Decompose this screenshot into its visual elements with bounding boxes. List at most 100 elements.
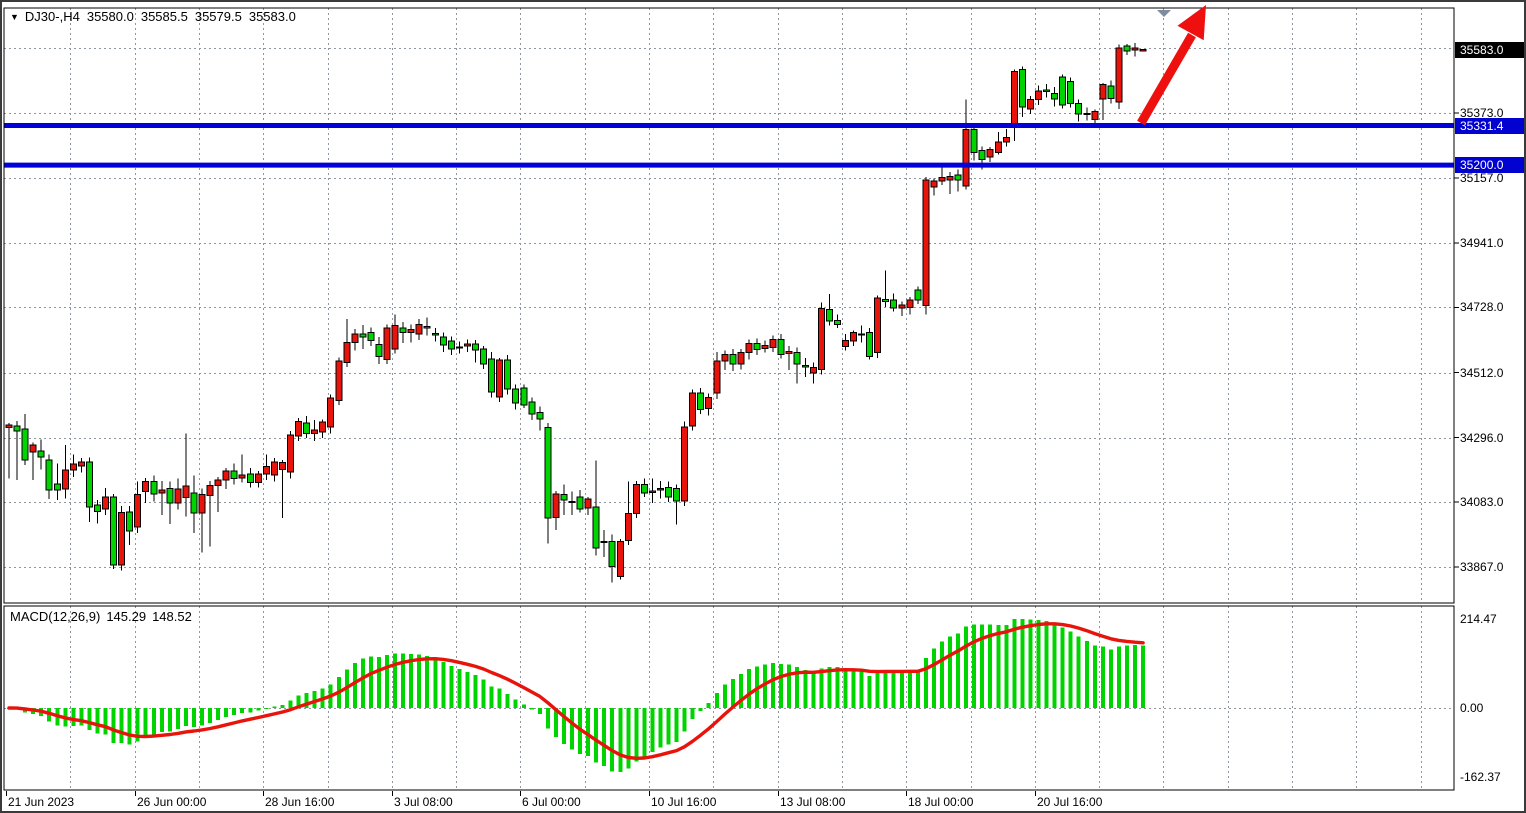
candle-body <box>1123 45 1131 52</box>
macd-histogram-bar <box>948 636 953 708</box>
macd-histogram-bar <box>843 668 848 708</box>
macd-histogram-bar <box>674 708 679 743</box>
candle-body <box>592 506 600 549</box>
current-price-badge: 35583.0 <box>1455 42 1524 58</box>
candle-body <box>729 353 737 365</box>
candle-body <box>938 177 946 182</box>
candle-body <box>29 444 37 453</box>
candle-body <box>1018 69 1026 108</box>
candle-body <box>737 352 745 365</box>
candle-body <box>1002 136 1010 143</box>
price-tick-label: 34083.0 <box>1460 495 1504 509</box>
macd-histogram-bar <box>481 679 486 708</box>
trend-arrow-shaft[interactable] <box>1137 32 1196 126</box>
macd-histogram-bar <box>811 672 816 708</box>
macd-histogram-bar <box>1141 645 1146 708</box>
candle-body <box>882 298 890 302</box>
candle-body <box>665 487 673 498</box>
candle-body <box>214 479 222 486</box>
candle-body <box>978 149 986 161</box>
candle-body <box>1067 80 1075 104</box>
macd-histogram-bar <box>602 708 607 767</box>
candle-body <box>825 308 833 322</box>
macd-signal-value: 148.52 <box>152 609 192 624</box>
candle-body <box>182 485 190 498</box>
price-tick-label: 35373.0 <box>1460 106 1504 120</box>
candle-body <box>174 488 182 504</box>
macd-histogram-bar <box>368 656 373 708</box>
candle-body <box>1043 89 1051 93</box>
macd-histogram-bar <box>666 708 671 745</box>
candle-body <box>447 340 455 350</box>
candle-body <box>455 346 463 349</box>
macd-histogram-bar <box>803 670 808 708</box>
candle-body <box>536 411 544 420</box>
candle-body <box>415 323 423 335</box>
macd-histogram-bar <box>296 695 301 708</box>
time-axis-label: 6 Jul 00:00 <box>522 795 581 809</box>
candle-body <box>134 493 142 528</box>
candle-body <box>890 299 898 309</box>
macd-histogram-bar <box>208 708 213 723</box>
macd-histogram-bar <box>71 708 76 727</box>
macd-histogram-bar <box>521 704 526 708</box>
macd-histogram-bar <box>433 658 438 708</box>
macd-histogram-bar <box>586 708 591 756</box>
macd-histogram-bar <box>964 626 969 708</box>
macd-histogram-bar <box>626 708 631 769</box>
macd-histogram-bar <box>907 670 912 708</box>
macd-histogram-bar <box>891 671 896 708</box>
macd-histogram-bar <box>465 671 470 708</box>
macd-histogram-bar <box>642 708 647 757</box>
candle-body <box>53 483 61 491</box>
macd-indicator-label: MACD(12,26,9) 145.29 148.52 <box>10 609 198 624</box>
macd-histogram-bar <box>304 693 309 708</box>
candle-body <box>954 174 962 181</box>
candle-body <box>45 459 53 491</box>
macd-histogram-bar <box>449 665 454 708</box>
candle-body <box>922 179 930 306</box>
macd-histogram-bar <box>1084 641 1089 708</box>
macd-histogram-bar <box>248 708 253 713</box>
macd-histogram-bar <box>393 653 398 708</box>
candle-body <box>206 484 214 496</box>
macd-histogram-bar <box>939 641 944 708</box>
macd-histogram-bar <box>376 657 381 708</box>
time-axis-label: 18 Jul 00:00 <box>908 795 974 809</box>
candle-body <box>681 426 689 502</box>
macd-histogram-bar <box>79 708 84 726</box>
candle-body <box>930 180 938 188</box>
macd-histogram-bar <box>682 708 687 732</box>
candle-body <box>866 331 874 358</box>
trend-arrow-head[interactable] <box>1177 5 1207 41</box>
macd-histogram-bar <box>634 708 639 762</box>
macd-signal-line <box>7 622 1145 760</box>
candle-body <box>1075 102 1083 115</box>
candle-body <box>1010 71 1018 127</box>
time-axis-label: 20 Jul 16:00 <box>1037 795 1103 809</box>
macd-histogram-bar <box>529 708 534 710</box>
macd-histogram-bar <box>312 691 317 708</box>
candle-body <box>640 484 648 494</box>
macd-axis-max-label: 214.47 <box>1460 612 1497 626</box>
macd-histogram-bar <box>457 669 462 708</box>
price-tick-label: 34296.0 <box>1460 431 1504 445</box>
macd-histogram-bar <box>610 708 615 772</box>
candle-body <box>624 513 632 541</box>
macd-histogram-bar <box>1100 646 1105 708</box>
main-pane-frame <box>3 7 1455 604</box>
candle-body <box>463 343 471 347</box>
time-axis-label: 3 Jul 08:00 <box>394 795 453 809</box>
symbol-dropdown-icon: ▼ <box>10 12 19 22</box>
candle-body <box>785 350 793 355</box>
candle-body <box>632 484 640 515</box>
candle-body <box>512 388 520 404</box>
candle-body <box>914 289 922 301</box>
candle-body <box>335 360 343 401</box>
macd-histogram-bar <box>167 708 172 732</box>
macd-histogram-bar <box>883 671 888 708</box>
candle-body <box>439 336 447 346</box>
candle-body <box>809 367 817 374</box>
